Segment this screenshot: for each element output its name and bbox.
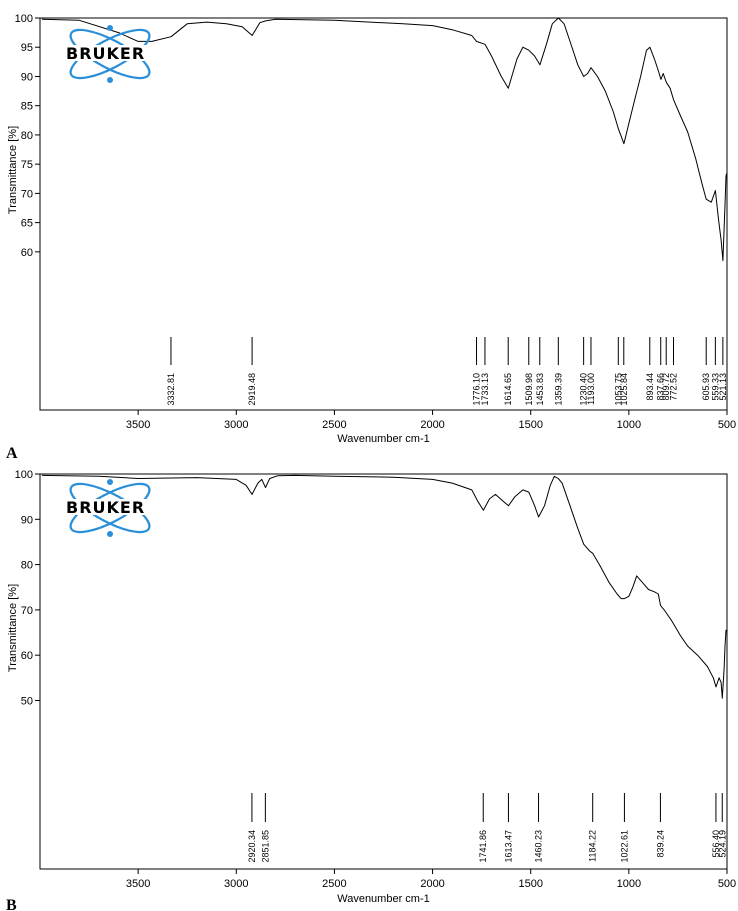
peak-label: 1053.75 <box>613 373 623 406</box>
peak-label: 556.40 <box>711 830 721 858</box>
peak-label: 1193.00 <box>586 373 596 405</box>
peak-label: 1460.23 <box>534 830 544 863</box>
logo-electron-2 <box>107 77 113 83</box>
logo-text-backdrop <box>64 499 158 515</box>
peak-label: 1453.83 <box>535 373 545 406</box>
logo-orbit-2 <box>69 28 151 80</box>
peak-label: 1509.98 <box>524 373 534 406</box>
y-tick-label: 95 <box>21 42 33 54</box>
logo-orbit-1 <box>69 482 151 534</box>
x-tick-label: 3000 <box>224 878 248 890</box>
logo-orbit-1 <box>69 28 151 80</box>
peak-label: 1613.47 <box>503 830 513 863</box>
spectrum-line <box>41 474 727 699</box>
plot-frame <box>39 473 728 870</box>
spectrum-line <box>41 17 728 262</box>
peak-label: 837.66 <box>656 373 666 401</box>
logo-text: BRUKER <box>66 498 145 517</box>
y-tick-label: 80 <box>21 130 33 142</box>
x-tick-label: 3500 <box>126 419 150 431</box>
peak-label: 1022.61 <box>619 830 629 863</box>
x-tick-label: 2000 <box>420 419 444 431</box>
logo-electron-1 <box>107 25 113 31</box>
peak-label: 1776.10 <box>472 373 482 406</box>
x-tick-label: 1500 <box>518 878 542 890</box>
peak-label: 2851.85 <box>260 830 270 863</box>
peak-label: 809.72 <box>661 373 671 401</box>
peak-label: 1359.39 <box>553 373 563 406</box>
y-axis-title: Transmittance [%] <box>7 584 19 672</box>
peak-label: 559.33 <box>710 373 720 401</box>
logo-electron-1 <box>107 479 113 485</box>
x-tick-label: 1000 <box>617 878 641 890</box>
y-tick-label: 75 <box>21 159 33 171</box>
plot-frame <box>39 17 728 411</box>
y-tick-label: 50 <box>21 695 33 707</box>
x-axis-title: Wavenumber cm-1 <box>337 893 430 905</box>
peak-label: 3332.81 <box>166 373 176 406</box>
x-tick-label: 500 <box>718 419 736 431</box>
x-tick-label: 3500 <box>126 878 150 890</box>
x-tick-label: 3000 <box>224 419 248 431</box>
spectrum-panel-a: 60 65 70 75 80 85 90 95 100 3500 3000 2500 2000 1500 1… <box>7 13 736 445</box>
y-tick-label: 60 <box>21 650 33 662</box>
x-tick-label: 1500 <box>518 419 542 431</box>
y-tick-label: 85 <box>21 101 33 113</box>
bruker-logo: BRUKER <box>64 25 158 83</box>
peak-label: 2919.48 <box>247 373 257 406</box>
peak-label: 2920.34 <box>247 830 257 863</box>
x-tick-label: 500 <box>718 878 736 890</box>
peak-label: 839.24 <box>655 830 665 858</box>
panel-letter-b: B <box>6 897 17 911</box>
peak-label: 521.13 <box>718 373 728 401</box>
bruker-logo: BRUKER <box>64 479 158 537</box>
y-tick-label: 70 <box>21 605 33 617</box>
peak-label: 1614.65 <box>503 373 513 406</box>
y-tick-label: 90 <box>21 514 33 526</box>
x-axis-title: Wavenumber cm-1 <box>337 433 430 445</box>
peak-label: 524.19 <box>717 830 727 858</box>
peak-label: 1741.86 <box>478 830 488 863</box>
spectrum-panel-b: 50 60 70 80 90 100 3500 3000 2500 2000 1500 1000 500… <box>7 469 736 905</box>
peak-label: 1230.40 <box>579 373 589 406</box>
x-tick-label: 1000 <box>617 419 641 431</box>
y-tick-label: 100 <box>15 13 33 25</box>
y-tick-label: 60 <box>21 247 33 259</box>
peak-label: 1184.22 <box>588 830 598 862</box>
logo-orbit-2 <box>69 482 151 534</box>
logo-text-backdrop <box>64 45 158 61</box>
panel-letter-a: A <box>6 445 18 462</box>
x-tick-label: 2500 <box>322 878 346 890</box>
y-axis-title: Transmittance [%] <box>7 126 19 214</box>
y-tick-label: 70 <box>21 188 33 200</box>
x-tick-label: 2000 <box>420 878 444 890</box>
logo-text: BRUKER <box>66 44 145 63</box>
peak-label: 1025.84 <box>619 373 629 406</box>
peak-label: 893.44 <box>645 373 655 401</box>
y-tick-label: 90 <box>21 71 33 83</box>
peak-label: 1733.13 <box>480 373 490 406</box>
peak-label: 605.93 <box>701 373 711 401</box>
y-tick-label: 80 <box>21 560 33 572</box>
y-tick-label: 65 <box>21 218 33 230</box>
y-tick-label: 100 <box>15 469 33 481</box>
x-tick-label: 2500 <box>322 419 346 431</box>
logo-electron-2 <box>107 531 113 537</box>
peak-label: 772.52 <box>669 373 679 401</box>
